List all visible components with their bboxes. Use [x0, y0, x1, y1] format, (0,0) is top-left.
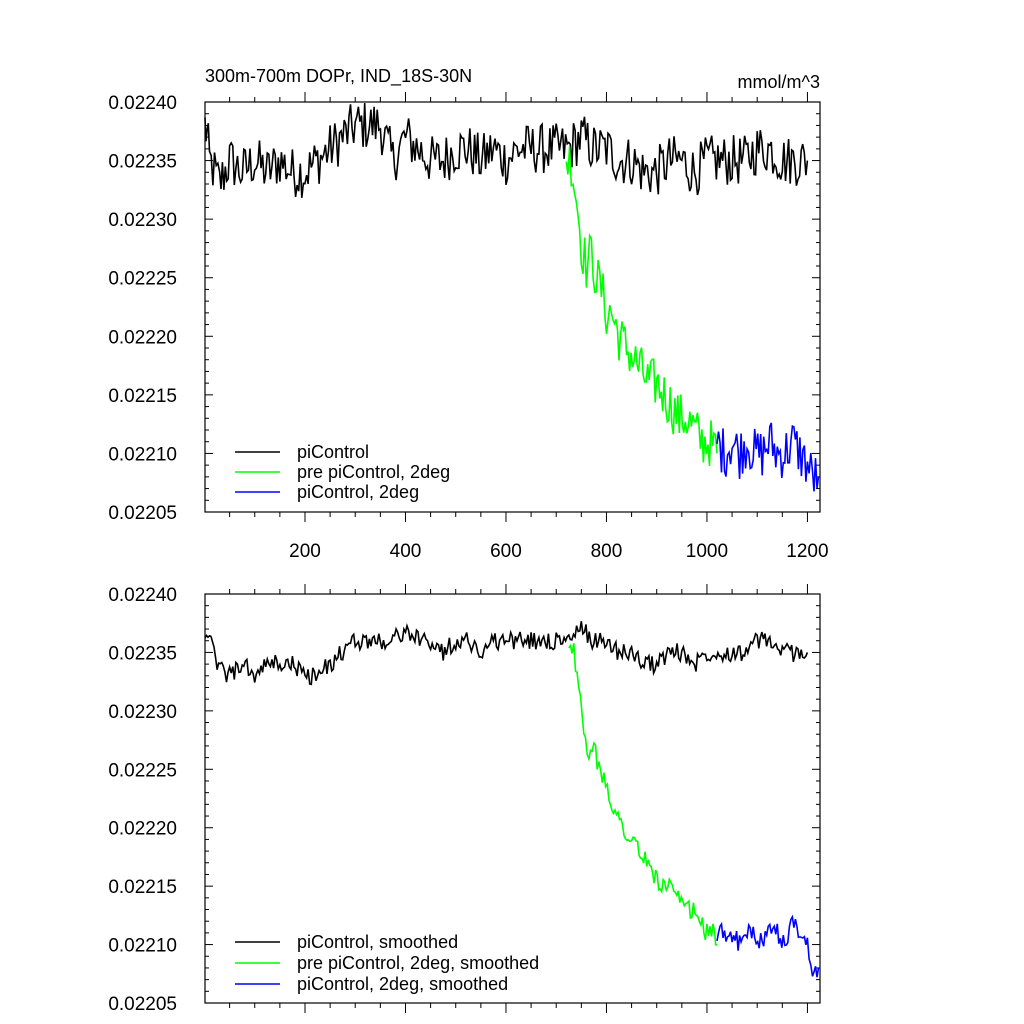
y-tick-label: 0.02225: [108, 269, 177, 290]
legend-label: pre piControl, 2deg, smoothed: [297, 953, 539, 973]
y-tick-label: 0.02205: [108, 994, 177, 1015]
series-line-2: [716, 422, 820, 492]
y-tick-label: 0.02210: [108, 936, 177, 957]
y-tick-label: 0.02235: [108, 152, 177, 173]
legend-label: pre piControl, 2deg: [297, 462, 450, 482]
chart-title: 300m-700m DOPr, IND_18S-30N: [205, 66, 472, 87]
y-tick-label: 0.02240: [108, 585, 177, 606]
series-line-0: [204, 621, 809, 686]
bottom-panel: 0.02205 0.02210 0.02215 0.02220 0.02225 0.022…: [108, 584, 821, 1015]
series-line-1: [568, 643, 718, 946]
y-tick-label: 0.02210: [108, 444, 177, 465]
legend-label: piControl, 2deg: [297, 482, 419, 502]
legend-label: piControl: [297, 442, 369, 462]
y-tick-label: 0.02225: [108, 760, 177, 781]
legend-label: piControl, 2deg, smoothed: [297, 974, 508, 994]
x-tick-label: 800: [591, 541, 623, 562]
series-line-1: [565, 146, 718, 466]
y-tick-label: 0.02235: [108, 643, 177, 664]
y-tick-label: 0.02230: [108, 702, 177, 723]
y-tick-label: 0.02230: [108, 210, 177, 231]
series-line-2: [716, 914, 820, 978]
y-tick-label: 0.02215: [108, 877, 177, 898]
y-tick-label: 0.02220: [108, 327, 177, 348]
y-tick-label: 0.02220: [108, 819, 177, 840]
x-tick-label: 1000: [686, 541, 728, 562]
x-tick-label: 1200: [786, 541, 828, 562]
y-tick-label: 0.02240: [108, 93, 177, 114]
y-tick-label: 0.02205: [108, 503, 177, 524]
legend-label: piControl, smoothed: [297, 932, 458, 952]
x-tick-label: 600: [490, 541, 522, 562]
top-panel: 0.02205 0.02210 0.02215 0.02220 0.02225 0.022…: [108, 66, 828, 562]
y-tick-label: 0.02215: [108, 386, 177, 407]
x-tick-label: 200: [289, 541, 321, 562]
series-line-0: [204, 102, 809, 198]
plot-frame: [204, 101, 821, 513]
plot-frame: [204, 593, 821, 1004]
x-tick-label: 400: [390, 541, 422, 562]
units-label: mmol/m^3: [738, 72, 820, 92]
